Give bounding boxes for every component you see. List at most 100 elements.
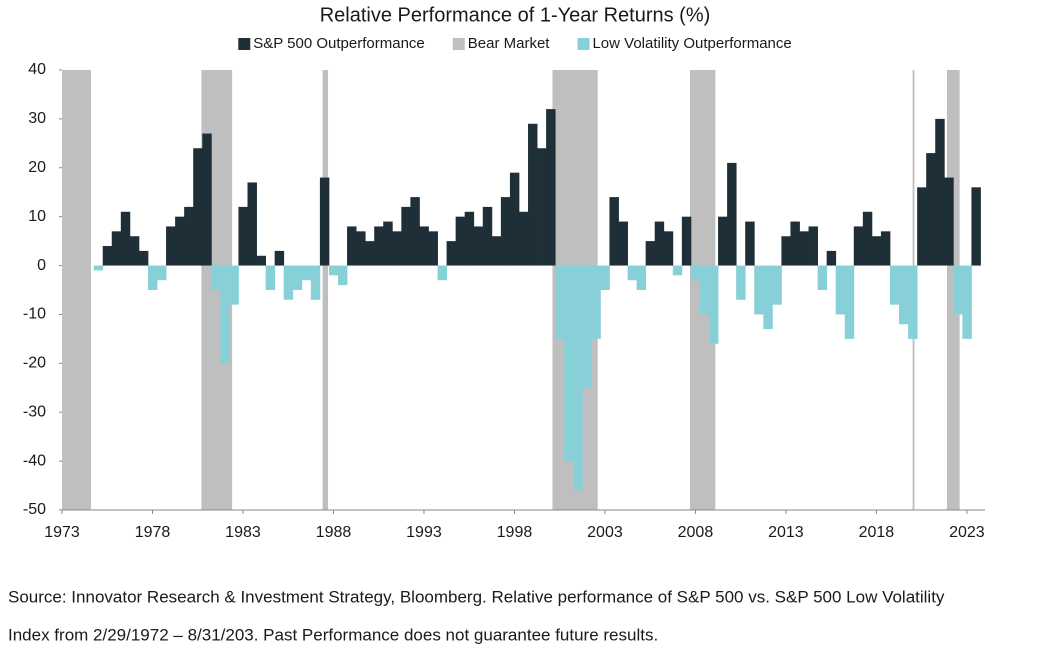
bar bbox=[464, 211, 475, 266]
legend-label: Low Volatility Outperformance bbox=[592, 35, 791, 52]
legend-label: S&P 500 Outperformance bbox=[253, 35, 425, 52]
bar bbox=[600, 265, 610, 290]
y-tick-label: -10 bbox=[23, 306, 46, 323]
bar bbox=[917, 187, 927, 266]
x-tick-label: 1988 bbox=[316, 524, 352, 541]
bar bbox=[175, 216, 185, 266]
legend-swatch bbox=[452, 38, 465, 50]
source-note: Index from 2/29/1972 – 8/31/203. Past Pe… bbox=[8, 625, 658, 644]
y-tick-label: 30 bbox=[28, 110, 46, 127]
bar bbox=[681, 216, 692, 266]
bar bbox=[347, 226, 357, 266]
bars bbox=[93, 109, 981, 491]
source-note: Source: Innovator Research & Investment … bbox=[8, 587, 945, 606]
bar bbox=[627, 265, 638, 281]
legend-label: Bear Market bbox=[468, 35, 551, 52]
bar bbox=[437, 265, 447, 281]
bar bbox=[256, 255, 267, 266]
bar bbox=[401, 206, 411, 266]
bar bbox=[690, 265, 701, 281]
x-tick-label: 1993 bbox=[406, 524, 442, 541]
bar bbox=[482, 206, 493, 266]
bar bbox=[645, 241, 656, 266]
bar bbox=[763, 265, 773, 330]
bar bbox=[654, 221, 665, 266]
bar bbox=[853, 226, 864, 266]
bar bbox=[292, 265, 303, 290]
bar bbox=[528, 123, 538, 266]
legend: S&P 500 Outperformance Bear Market Low Vol… bbox=[238, 35, 792, 52]
y-tick-label: -30 bbox=[23, 403, 46, 420]
bar bbox=[374, 226, 384, 266]
bar bbox=[518, 211, 529, 266]
bar bbox=[356, 231, 366, 266]
bar bbox=[953, 265, 963, 315]
bar bbox=[844, 265, 855, 339]
bar bbox=[328, 265, 339, 276]
bar bbox=[428, 231, 438, 266]
bar bbox=[537, 148, 547, 266]
y-tick-label: 20 bbox=[28, 159, 46, 176]
bar bbox=[817, 265, 828, 290]
bar bbox=[265, 265, 276, 290]
bar bbox=[736, 265, 746, 300]
bar bbox=[835, 265, 846, 315]
bar bbox=[745, 221, 755, 266]
bar bbox=[365, 241, 375, 266]
bar bbox=[473, 226, 484, 266]
x-tick-label: 2018 bbox=[859, 524, 895, 541]
x-tick-label: 1983 bbox=[225, 524, 261, 541]
axes: -50 -40 -30 -20 -10 0 10 20 30 40 1973 1978 1983 1988… bbox=[23, 61, 985, 541]
bar bbox=[555, 265, 565, 339]
bar bbox=[238, 206, 248, 266]
bar bbox=[193, 148, 203, 266]
bar bbox=[880, 231, 891, 266]
legend-swatch bbox=[238, 38, 251, 50]
bar bbox=[709, 265, 719, 344]
bar bbox=[718, 216, 728, 266]
bar bbox=[899, 265, 909, 325]
bar bbox=[781, 236, 791, 266]
bar bbox=[283, 265, 294, 300]
bar bbox=[319, 177, 330, 266]
bar bbox=[120, 211, 131, 266]
bar bbox=[772, 265, 782, 305]
y-tick-label: -20 bbox=[23, 355, 46, 372]
bar bbox=[663, 231, 674, 266]
bar bbox=[699, 265, 710, 315]
bar bbox=[935, 118, 945, 266]
bar bbox=[455, 216, 466, 266]
bar bbox=[926, 153, 936, 266]
bar bbox=[247, 182, 257, 266]
x-tick-label: 2008 bbox=[678, 524, 714, 541]
bar bbox=[337, 265, 348, 286]
bar bbox=[274, 250, 285, 266]
bar bbox=[790, 221, 800, 266]
y-tick-label: 10 bbox=[28, 208, 46, 225]
x-tick-label: 2003 bbox=[587, 524, 623, 541]
bar bbox=[582, 265, 592, 388]
bar bbox=[310, 265, 321, 300]
y-tick-label: 0 bbox=[37, 257, 46, 274]
bar bbox=[636, 265, 647, 290]
bar bbox=[509, 172, 520, 266]
bar bbox=[799, 231, 809, 266]
bar bbox=[229, 265, 239, 305]
y-tick-label: -50 bbox=[23, 501, 46, 518]
bar bbox=[889, 265, 900, 305]
bar bbox=[129, 236, 140, 266]
bar bbox=[102, 246, 113, 266]
bar bbox=[220, 265, 230, 364]
bar bbox=[808, 226, 818, 266]
bar bbox=[383, 221, 393, 266]
bar bbox=[147, 265, 158, 290]
bar bbox=[564, 265, 574, 462]
legend-swatch bbox=[577, 38, 590, 50]
bar bbox=[157, 265, 167, 281]
bar bbox=[392, 231, 402, 266]
bar bbox=[491, 236, 502, 266]
bar bbox=[944, 177, 954, 266]
bear-market bbox=[322, 70, 329, 510]
bar bbox=[826, 250, 837, 266]
